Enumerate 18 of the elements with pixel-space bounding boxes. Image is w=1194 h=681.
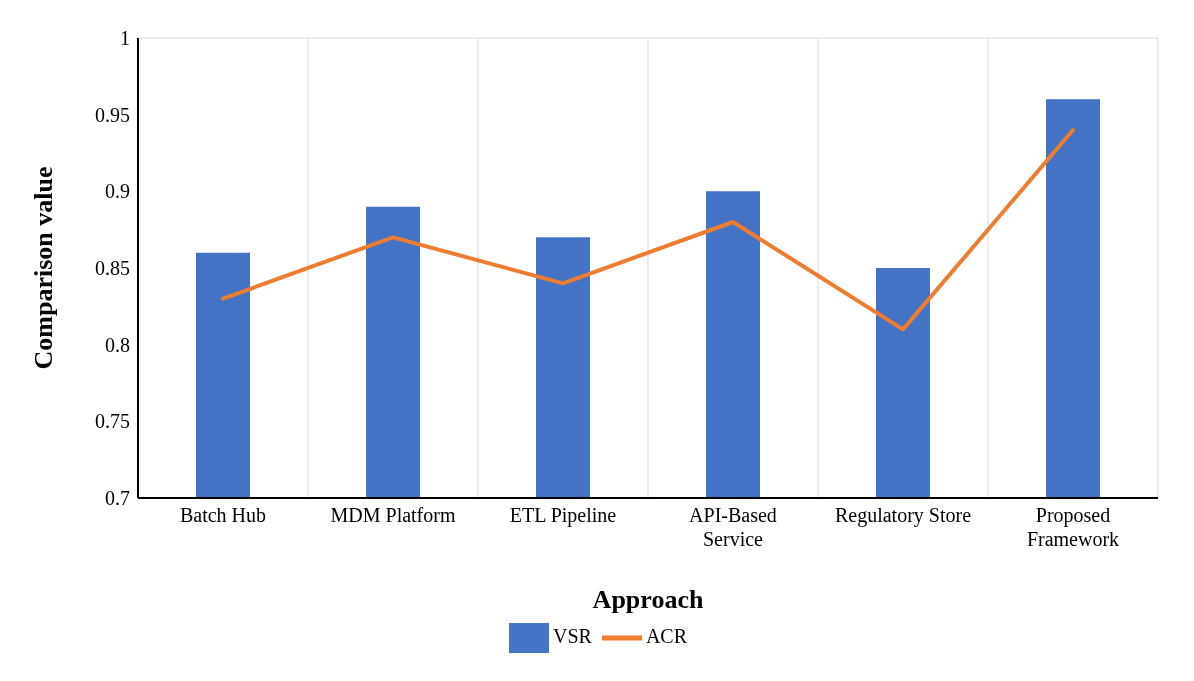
legend-label: ACR bbox=[645, 624, 688, 647]
x-tick-label: Regulatory Store bbox=[834, 504, 972, 527]
y-tick-label: 0.95 bbox=[95, 103, 130, 126]
y-tick-label: 0.9 bbox=[105, 180, 130, 203]
x-tick-label: Batch Hub bbox=[179, 504, 267, 526]
y-tick-label: 1 bbox=[120, 27, 130, 50]
y-tick-label: 0.85 bbox=[95, 257, 130, 280]
y-tick-label: 0.8 bbox=[105, 333, 130, 356]
x-tick-label: API-Based Service bbox=[689, 504, 777, 550]
x-axis-title: Approach bbox=[592, 585, 704, 614]
y-tick-label: 0.75 bbox=[95, 410, 130, 433]
line-series bbox=[221, 128, 1075, 332]
x-tick-label: Proposed Framework bbox=[1026, 504, 1120, 550]
x-tick-label: ETL Pipeline bbox=[509, 504, 617, 527]
y-tick-label: 0.7 bbox=[105, 487, 130, 510]
y-axis-title: Comparison value bbox=[29, 166, 59, 370]
x-tick-label: MDM Platform bbox=[330, 504, 456, 526]
legend-label: VSR bbox=[552, 624, 592, 647]
